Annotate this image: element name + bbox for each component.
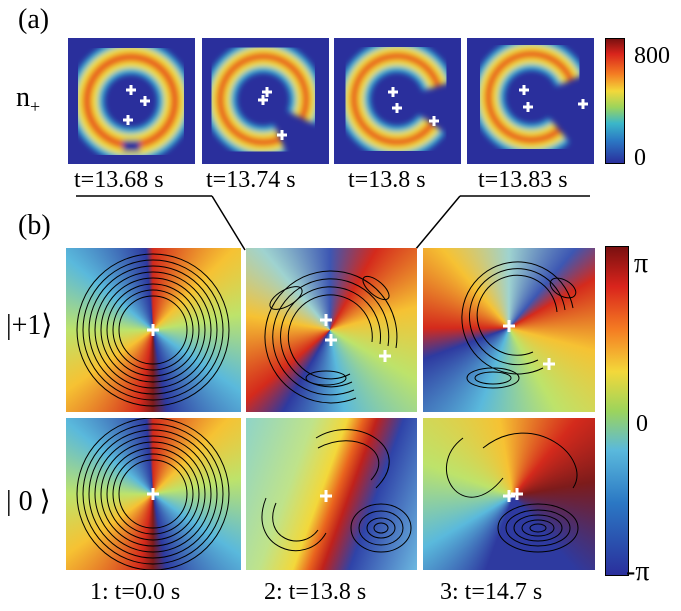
row-label-n-sub: +	[30, 96, 41, 117]
phase-colorbar-max: π	[634, 248, 649, 279]
density-colorbar-max: 800	[634, 43, 670, 69]
phase-panel-zero-t2	[246, 418, 417, 570]
time-label-b-3: 3: t=14.7 s	[440, 579, 543, 605]
density-panel-2	[202, 38, 329, 164]
phase-panel-zero-t3	[423, 418, 595, 570]
time-label-a-2: t=13.74 s	[206, 167, 296, 193]
time-label-b-2: 2: t=13.8 s	[264, 579, 367, 605]
time-label-a-1: t=13.68 s	[74, 167, 164, 193]
time-label-a-3: t=13.8 s	[348, 167, 426, 193]
phase-panel-plus1-t1	[66, 248, 241, 412]
phase-panel-plus1-t2	[246, 248, 417, 412]
panel-a-label: (a)	[18, 4, 50, 35]
phase-colorbar-min: -π	[626, 556, 650, 587]
row-label-plus-one: |+1⟩	[6, 310, 53, 341]
phase-panel-plus1-t3	[423, 248, 595, 412]
time-label-b-1: 1: t=0.0 s	[90, 579, 181, 605]
density-panel-1	[68, 38, 195, 164]
panel-b-label: (b)	[18, 210, 51, 241]
density-panel-4	[467, 38, 594, 164]
row-label-n: n	[16, 82, 30, 113]
density-panel-3	[334, 38, 461, 164]
row-label-zero: | 0 ⟩	[6, 486, 51, 517]
density-colorbar-min: 0	[634, 145, 646, 171]
phase-colorbar-mid: 0	[636, 411, 648, 437]
phase-colorbar	[605, 246, 629, 576]
density-colorbar	[605, 38, 625, 164]
time-label-a-4: t=13.83 s	[478, 167, 568, 193]
phase-panel-zero-t1	[66, 418, 241, 570]
row-label-n-plus: n+	[16, 84, 40, 116]
